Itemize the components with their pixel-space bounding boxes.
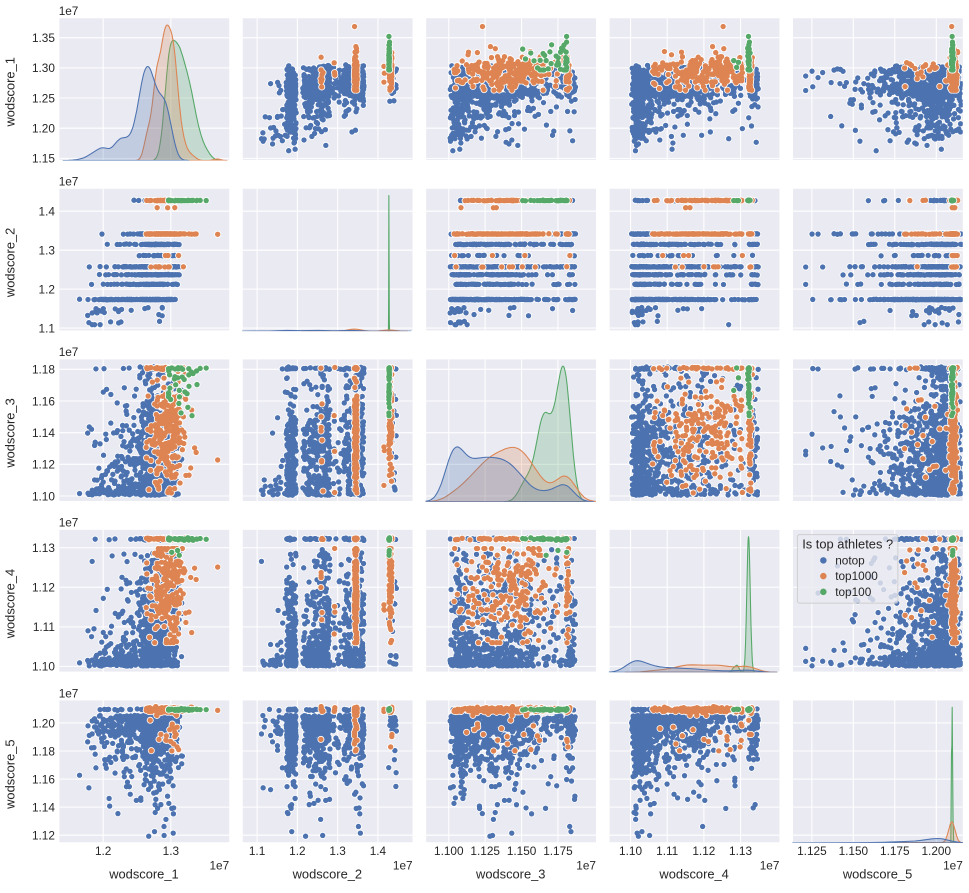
svg-text:1.35: 1.35 [32, 31, 55, 45]
svg-text:1.10: 1.10 [619, 844, 642, 858]
svg-text:1e7: 1e7 [59, 4, 79, 18]
svg-text:wodscore_2: wodscore_2 [2, 228, 17, 298]
svg-text:1.11: 1.11 [656, 844, 678, 858]
svg-text:1.12: 1.12 [32, 581, 55, 595]
svg-text:1.2: 1.2 [95, 844, 111, 858]
svg-text:wodscore_5: wodscore_5 [2, 739, 17, 809]
svg-text:1.11: 1.11 [33, 620, 55, 634]
svg-text:wodscore_1: wodscore_1 [2, 57, 17, 127]
svg-text:wodscore_3: wodscore_3 [475, 867, 545, 882]
svg-text:1e7: 1e7 [59, 516, 79, 530]
svg-text:1.10: 1.10 [32, 489, 55, 503]
svg-text:wodscore_5: wodscore_5 [842, 867, 912, 882]
svg-text:wodscore_2: wodscore_2 [292, 867, 362, 882]
svg-text:1e7: 1e7 [59, 175, 79, 189]
svg-text:1e7: 1e7 [210, 858, 230, 872]
svg-text:1.10: 1.10 [32, 660, 55, 674]
svg-text:1e7: 1e7 [943, 858, 963, 872]
svg-text:1.4: 1.4 [39, 204, 56, 218]
svg-text:1.1: 1.1 [249, 844, 265, 858]
svg-text:1.18: 1.18 [32, 744, 55, 758]
svg-text:1.3: 1.3 [39, 243, 56, 257]
svg-text:1.20: 1.20 [32, 121, 55, 135]
svg-text:1e7: 1e7 [576, 858, 596, 872]
svg-text:1.4: 1.4 [370, 844, 387, 858]
svg-text:1.2: 1.2 [289, 844, 305, 858]
svg-text:Is top athletes ?: Is top athletes ? [802, 537, 893, 552]
svg-text:1e7: 1e7 [59, 345, 79, 359]
svg-text:1.150: 1.150 [839, 844, 869, 858]
svg-text:1.150: 1.150 [507, 844, 537, 858]
svg-text:1.18: 1.18 [32, 363, 55, 377]
svg-text:1e7: 1e7 [59, 686, 79, 700]
svg-text:1.3: 1.3 [329, 844, 346, 858]
svg-text:1.20: 1.20 [32, 716, 55, 730]
svg-text:1.16: 1.16 [32, 772, 55, 786]
svg-text:1.12: 1.12 [32, 828, 55, 842]
svg-text:1.16: 1.16 [32, 394, 55, 408]
svg-text:1.12: 1.12 [692, 844, 715, 858]
svg-text:1.25: 1.25 [32, 91, 55, 105]
svg-text:1.15: 1.15 [32, 152, 55, 166]
svg-text:wodscore_1: wodscore_1 [108, 867, 178, 882]
svg-text:1.125: 1.125 [470, 844, 500, 858]
svg-text:wodscore_3: wodscore_3 [2, 398, 17, 468]
svg-text:1.30: 1.30 [32, 61, 55, 75]
svg-text:1e7: 1e7 [393, 858, 413, 872]
svg-text:1.1: 1.1 [39, 321, 55, 335]
svg-text:notop: notop [835, 554, 865, 568]
svg-text:1.175: 1.175 [880, 844, 910, 858]
svg-text:1e7: 1e7 [760, 858, 780, 872]
svg-text:wodscore_4: wodscore_4 [658, 867, 728, 882]
svg-text:1.13: 1.13 [729, 844, 752, 858]
svg-text:1.100: 1.100 [434, 844, 464, 858]
svg-text:1.200: 1.200 [921, 844, 951, 858]
svg-text:wodscore_4: wodscore_4 [2, 569, 17, 639]
svg-text:1.13: 1.13 [32, 541, 55, 555]
svg-text:1.14: 1.14 [32, 800, 55, 814]
svg-text:1.2: 1.2 [39, 282, 55, 296]
svg-text:1.175: 1.175 [543, 844, 573, 858]
svg-text:1.125: 1.125 [797, 844, 827, 858]
svg-text:1.14: 1.14 [32, 426, 55, 440]
svg-text:top100: top100 [835, 585, 872, 599]
svg-text:top1000: top1000 [835, 569, 878, 583]
svg-text:1.12: 1.12 [32, 458, 55, 472]
svg-text:1.3: 1.3 [163, 844, 180, 858]
